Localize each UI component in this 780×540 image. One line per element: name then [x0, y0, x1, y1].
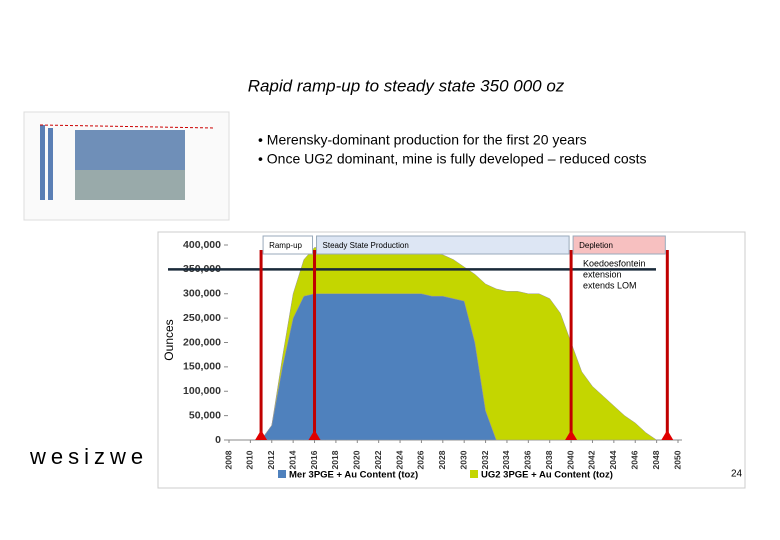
x-tick-label: 2016	[309, 450, 319, 469]
x-tick-label: 2018	[330, 450, 340, 469]
x-tick-label: 2022	[373, 450, 383, 469]
phase-marker	[661, 430, 674, 440]
thumbnail-line	[39, 124, 216, 129]
y-tick-label: 400,000	[183, 239, 221, 251]
y-tick-label: 0	[215, 434, 221, 446]
phase-marker	[308, 430, 321, 440]
x-tick-label: 2042	[587, 450, 597, 469]
legend-swatch	[470, 470, 478, 478]
legend-label: UG2 3PGE + Au Content (toz)	[481, 470, 613, 481]
page-number: 24	[731, 469, 743, 480]
phase-label: Ramp-up	[269, 241, 302, 250]
y-tick-label: 200,000	[183, 336, 221, 348]
annotation: extends LOM	[583, 280, 637, 290]
x-tick-label: 2044	[608, 450, 618, 469]
x-tick-label: 2048	[651, 450, 661, 469]
legend-swatch	[278, 470, 286, 478]
annotation: extension	[583, 269, 622, 279]
x-tick-label: 2028	[437, 450, 447, 469]
x-tick-label: 2020	[352, 450, 362, 469]
x-tick-label: 2046	[629, 450, 639, 469]
chart: 0 50,000 100,000 150,000 200,000 250,000 300,0…	[162, 235, 682, 481]
phase-label: Depletion	[579, 241, 613, 250]
x-tick-label: 2026	[416, 450, 426, 469]
y-axis-title: Ounces	[162, 319, 176, 360]
bullet: • Merensky-dominant production for the f…	[258, 132, 587, 148]
y-tick-label: 150,000	[183, 361, 221, 373]
x-tick-label: 2024	[394, 450, 404, 469]
phase-box	[262, 235, 314, 255]
x-tick-label: 2038	[544, 450, 554, 469]
phase-marker	[255, 430, 268, 440]
x-tick-label: 2008	[223, 450, 233, 469]
x-tick-label: 2034	[501, 450, 511, 469]
phase-label: Steady State Production	[323, 241, 409, 250]
annotation: Koedoesfontein	[583, 258, 646, 268]
bullet: • Once UG2 dominant, mine is fully devel…	[258, 151, 647, 167]
y-tick-label: 300,000	[183, 288, 221, 300]
phase-marker	[565, 430, 578, 440]
thumbnail-bar	[40, 125, 45, 200]
logo: wesizwe	[29, 444, 148, 469]
y-tick-label: 250,000	[183, 312, 221, 324]
thumbnail-bar	[48, 128, 53, 200]
x-tick-label: 2012	[266, 450, 276, 469]
slide-title: Rapid ramp-up to steady state 350 000 oz	[248, 76, 565, 95]
x-tick-label: 2014	[287, 450, 297, 469]
x-tick-label: 2030	[458, 450, 468, 469]
thumbnail-chart	[23, 111, 230, 221]
x-tick-label: 2050	[672, 450, 682, 469]
y-tick-label: 100,000	[183, 385, 221, 397]
y-tick-label: 50,000	[189, 409, 221, 421]
phase-box	[572, 235, 666, 255]
x-tick-label: 2036	[523, 450, 533, 469]
x-tick-label: 2040	[565, 450, 575, 469]
legend-label: Mer 3PGE + Au Content (toz)	[289, 470, 418, 481]
phase-box	[316, 235, 570, 255]
x-tick-label: 2010	[245, 450, 255, 469]
thumbnail-bars	[75, 170, 185, 200]
x-tick-label: 2032	[480, 450, 490, 469]
